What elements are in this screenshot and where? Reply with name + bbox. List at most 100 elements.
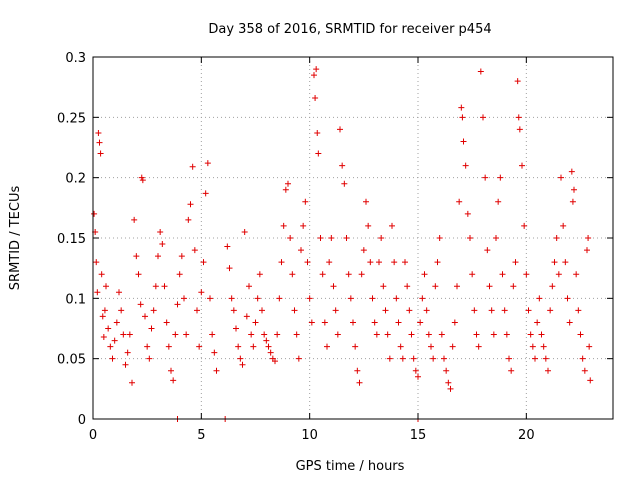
data-point [211, 349, 218, 356]
data-point [508, 367, 515, 374]
data-point [449, 343, 456, 350]
data-points [91, 66, 594, 422]
data-point [202, 190, 209, 197]
data-point [512, 259, 519, 266]
data-point [176, 271, 183, 278]
data-point [326, 259, 333, 266]
data-point [250, 343, 257, 350]
data-point [410, 355, 417, 362]
data-point [482, 174, 489, 181]
data-point [469, 271, 476, 278]
data-point [585, 235, 592, 241]
data-point [148, 325, 155, 332]
data-point [200, 259, 207, 266]
data-point [94, 289, 101, 296]
data-point [480, 114, 486, 121]
data-point [393, 295, 400, 302]
data-point [298, 247, 304, 254]
data-point [460, 138, 467, 145]
data-point [319, 271, 326, 278]
data-point [293, 331, 300, 338]
data-point [239, 361, 246, 368]
data-point [376, 259, 382, 266]
data-point [402, 259, 408, 266]
data-point [540, 343, 547, 350]
data-point [369, 295, 376, 302]
data-point [165, 343, 172, 350]
data-point [126, 331, 133, 338]
data-point [100, 333, 107, 340]
data-point [462, 162, 469, 169]
data-point [534, 319, 541, 326]
data-point [317, 235, 324, 241]
data-point [378, 235, 385, 241]
data-point [101, 307, 108, 314]
data-point [562, 259, 569, 266]
data-point [181, 295, 187, 302]
data-point [194, 307, 200, 314]
x-axis-label: GPS time / hours [296, 459, 405, 474]
data-point [209, 331, 216, 338]
data-point [124, 349, 131, 356]
chart-title: Day 358 of 2016, SRMTID for receiver p45… [208, 22, 491, 37]
data-point [150, 307, 157, 314]
y-axis-label: SRMTID / TECUs [8, 186, 23, 291]
data-point [584, 247, 590, 254]
data-point [397, 343, 404, 350]
data-point [553, 235, 560, 241]
data-point [527, 331, 534, 338]
data-point [183, 331, 190, 338]
data-point [581, 367, 588, 374]
data-point [133, 253, 140, 260]
data-point [330, 283, 337, 290]
data-point [587, 377, 594, 384]
data-point [324, 343, 330, 350]
data-point [560, 222, 567, 229]
data-point [521, 222, 528, 229]
data-point [417, 319, 424, 326]
data-point [337, 126, 343, 133]
x-tick-label: 15 [410, 428, 427, 443]
data-point [332, 307, 339, 314]
data-point [172, 331, 179, 338]
data-point [373, 331, 380, 338]
data-point [382, 307, 389, 314]
data-point [486, 283, 493, 290]
data-point [291, 307, 298, 314]
data-point [243, 313, 250, 320]
data-point [207, 295, 213, 302]
data-point [280, 222, 287, 229]
data-point [495, 198, 502, 205]
data-point [515, 114, 522, 121]
data-point [415, 373, 421, 380]
data-point [328, 235, 335, 241]
data-point [170, 377, 177, 384]
data-point [237, 355, 244, 362]
data-point [412, 367, 419, 374]
data-point [313, 66, 320, 73]
data-point [276, 295, 283, 302]
data-point [395, 319, 402, 326]
data-point [436, 235, 443, 241]
data-point [432, 283, 439, 290]
data-point [484, 247, 491, 254]
data-point [538, 331, 545, 338]
data-point [230, 307, 237, 314]
data-point [187, 201, 194, 208]
data-point [493, 235, 499, 241]
data-point [347, 295, 354, 302]
data-point [233, 325, 239, 332]
y-tick-label: 0.3 [65, 51, 86, 66]
data-point [191, 247, 198, 254]
data-point [312, 95, 319, 102]
data-point [135, 271, 142, 278]
data-point [497, 174, 504, 181]
data-point [111, 337, 118, 344]
data-point [345, 271, 352, 278]
y-tick-label: 0.1 [65, 292, 86, 307]
data-point [464, 210, 471, 217]
data-point [289, 271, 296, 278]
data-point [555, 271, 562, 278]
data-point [360, 247, 367, 254]
data-point [380, 283, 387, 290]
